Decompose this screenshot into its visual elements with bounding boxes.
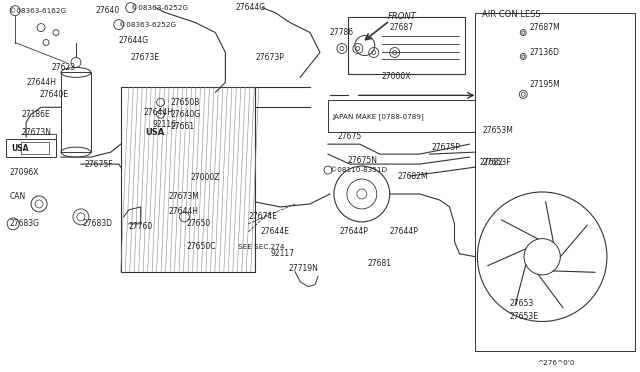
Text: 27650B: 27650B — [171, 98, 200, 107]
Text: 27675N: 27675N — [348, 155, 378, 164]
Text: 27673P: 27673P — [255, 53, 284, 62]
Text: 27640G: 27640G — [171, 110, 201, 119]
Text: 92116: 92116 — [152, 120, 177, 129]
Text: 27000Z: 27000Z — [191, 173, 220, 182]
Text: ^276^0'0: ^276^0'0 — [537, 360, 575, 366]
Text: 27650: 27650 — [186, 219, 211, 228]
Text: 27675P: 27675P — [431, 142, 460, 152]
Text: 27661: 27661 — [171, 122, 195, 131]
Text: 27673M: 27673M — [168, 192, 200, 202]
Bar — [328, 100, 476, 132]
Text: 27674E: 27674E — [248, 212, 277, 221]
Text: 27681: 27681 — [368, 259, 392, 268]
Text: AIR CON LESS: AIR CON LESS — [483, 10, 541, 19]
Text: 27682: 27682 — [479, 158, 504, 167]
Text: JAPAN MAKE [0788-0789]: JAPAN MAKE [0788-0789] — [332, 113, 424, 120]
Text: 92117: 92117 — [270, 249, 294, 258]
Text: 27096X: 27096X — [9, 167, 38, 177]
Text: USA: USA — [11, 144, 29, 153]
Text: 27640: 27640 — [96, 6, 120, 15]
Text: 27644E: 27644E — [260, 227, 289, 236]
Text: 27136D: 27136D — [529, 48, 559, 57]
Text: 27644P: 27644P — [390, 227, 419, 236]
Bar — [121, 87, 255, 272]
Text: SEE SEC.274: SEE SEC.274 — [238, 244, 285, 250]
Text: ©08363-6252G: ©08363-6252G — [119, 22, 176, 28]
Text: ©08110-8351D: ©08110-8351D — [330, 167, 387, 173]
Text: 27186E: 27186E — [21, 110, 50, 119]
Text: 27673E: 27673E — [131, 53, 160, 62]
Text: 27000X: 27000X — [382, 72, 412, 81]
Text: 27719N: 27719N — [288, 264, 318, 273]
Text: ©08363-6252G: ©08363-6252G — [131, 5, 188, 11]
Text: 27683D: 27683D — [83, 219, 113, 228]
Bar — [61, 73, 91, 152]
Text: FRONT: FRONT — [388, 12, 417, 21]
Text: 27683G: 27683G — [9, 219, 39, 228]
Text: ©08363-6162G: ©08363-6162G — [9, 8, 67, 14]
Text: 27682M: 27682M — [397, 171, 428, 180]
Text: 27675F: 27675F — [85, 160, 113, 169]
Text: 27760: 27760 — [129, 222, 153, 231]
Text: CAN: CAN — [9, 192, 26, 202]
Text: 27195M: 27195M — [529, 80, 560, 89]
Text: 27653M: 27653M — [483, 126, 513, 135]
Text: 27650C: 27650C — [186, 242, 216, 251]
Bar — [21, 142, 49, 154]
Text: 27687: 27687 — [390, 23, 414, 32]
Bar — [348, 17, 465, 74]
Text: USA: USA — [146, 128, 165, 137]
Text: 27673N: 27673N — [21, 128, 51, 137]
Bar — [476, 13, 635, 352]
Text: 27687M: 27687M — [529, 23, 560, 32]
Text: 27644H: 27644H — [143, 108, 173, 117]
Text: 27623: 27623 — [51, 63, 75, 72]
Text: 27653F: 27653F — [483, 158, 511, 167]
Text: 27675: 27675 — [338, 132, 362, 141]
Text: 27644H: 27644H — [26, 78, 56, 87]
Bar — [6, 139, 56, 157]
Text: 27786: 27786 — [330, 28, 354, 37]
Text: 27644H: 27644H — [168, 208, 198, 217]
Text: 27653: 27653 — [509, 299, 534, 308]
Text: 27644P: 27644P — [340, 227, 369, 236]
Text: 27644G: 27644G — [119, 36, 149, 45]
Text: 27640E: 27640E — [39, 90, 68, 99]
Text: 27644G: 27644G — [236, 3, 266, 12]
Text: 27653E: 27653E — [509, 312, 538, 321]
